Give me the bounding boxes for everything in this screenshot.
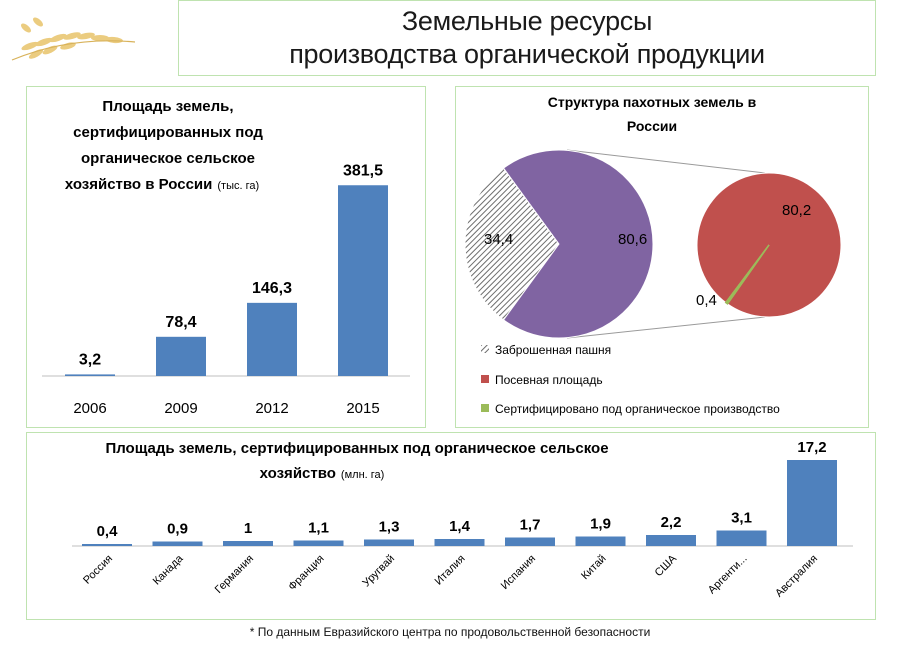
russia-area-chart-panel: Площадь земель, сертифицированных под ор…: [26, 86, 426, 428]
x-tick-label: Франция: [286, 553, 326, 593]
pie-slice-certified: [724, 244, 770, 305]
bar-Уругвай: [364, 539, 414, 546]
bar-Испания: [505, 537, 555, 546]
chart1-title-line3: органическое сельское: [81, 150, 255, 167]
bar-value-label: 2,2: [661, 514, 682, 531]
x-tick-label: 2006: [73, 400, 106, 417]
x-tick-label: 2009: [164, 400, 197, 417]
bar-Италия: [434, 539, 485, 546]
pie-connector-bottom: [566, 316, 766, 339]
pie-connector-top: [566, 149, 766, 174]
legend-item-certified: Сертифицировано под органическое произво…: [481, 402, 780, 416]
wheat-decoration-icon: [11, 17, 136, 61]
x-tick-label: Уругвай: [360, 553, 397, 590]
x-tick-label: Испания: [499, 553, 538, 592]
legend-swatch-abandoned: [481, 345, 489, 353]
bar-value-label: 1,1: [308, 520, 329, 537]
x-tick-label: Италия: [433, 553, 468, 588]
chart3-title-line1: Площадь земель, сертифицированных под ор…: [105, 440, 608, 457]
legend-label-sown: Посевная площадь: [495, 373, 603, 387]
legend-label-abandoned: Заброшенная пашня: [495, 343, 611, 357]
bar-Австралия: [787, 460, 837, 546]
pie-slice-abandoned: [464, 167, 560, 321]
legend-item-sown: Посевная площадь: [481, 373, 603, 387]
bar-Китай: [575, 536, 626, 546]
bar-value-label: 17,2: [797, 439, 826, 456]
bar-value-label: 0,4: [97, 523, 119, 540]
chart1-title-line2: сертифицированных под: [73, 124, 263, 141]
bar-2015: [338, 185, 388, 376]
slide-title: Земельные ресурсы производства органичес…: [178, 0, 876, 76]
legend-label-certified: Сертифицировано под органическое произво…: [495, 402, 780, 416]
bar-value-label: 3,1: [731, 510, 752, 527]
x-tick-label: Аргенти...: [706, 553, 750, 597]
bar-value-label: 381,5: [343, 162, 383, 179]
chart1-title-unit: (тыс. га): [217, 180, 259, 192]
bar-value-label: 146,3: [252, 280, 292, 297]
chart3-title-unit: (млн. га): [341, 469, 384, 481]
bar-value-label: 3,2: [79, 351, 101, 368]
chart1-title-line1: Площадь земель,: [102, 98, 233, 115]
bar-value-label: 1,9: [590, 516, 611, 533]
countries-area-bar-chart: Площадь земель, сертифицированных под ор…: [72, 439, 853, 600]
arable-land-pie-of-pie-chart: Структура пахотных земель в России 34,4 …: [464, 94, 842, 416]
legend-item-abandoned: Заброшенная пашня: [481, 343, 611, 357]
x-tick-label: 2012: [255, 400, 288, 417]
legend-swatch-certified: [481, 404, 489, 412]
slide-title-line2: производства органической продукции: [289, 39, 765, 69]
bar-Канада: [152, 541, 203, 546]
bar-Аргенти...: [716, 530, 767, 546]
pie-slice-main-remainder: [502, 149, 654, 339]
bar-value-label: 1,4: [449, 518, 471, 535]
pie-label-abandoned: 34,4: [484, 231, 513, 248]
bar-value-label: 1,3: [379, 519, 400, 536]
chart3-title-line2: хозяйство (млн. га): [260, 465, 385, 482]
countries-area-chart-panel: Площадь земель, сертифицированных под ор…: [26, 432, 876, 620]
chart2-title-line1: Структура пахотных земель в: [548, 94, 757, 110]
arable-land-structure-panel: Структура пахотных земель в России 34,4 …: [455, 86, 869, 428]
bar-2012: [247, 302, 297, 376]
x-tick-label: Канада: [151, 552, 186, 587]
pie-label-certified: 0,4: [696, 292, 717, 309]
pie-label-sown: 80,2: [782, 202, 811, 219]
x-tick-label: 2015: [346, 400, 379, 417]
source-footnote: * По данным Евразийского центра по продо…: [249, 625, 651, 639]
chart2-title-line2: России: [627, 118, 677, 134]
chart1-title-line4: хозяйство в России (тыс. га): [65, 176, 259, 193]
bar-Франция: [293, 540, 344, 546]
pie-label-main-remainder: 80,6: [618, 231, 647, 248]
bar-Россия: [82, 544, 132, 546]
russia-area-bar-chart: Площадь земель, сертифицированных под ор…: [42, 98, 410, 417]
bar-value-label: 1,7: [520, 517, 541, 534]
x-tick-label: США: [653, 552, 680, 579]
chart3-title-line2-main: хозяйство: [260, 465, 336, 482]
bar-value-label: 1: [244, 520, 252, 537]
slide-title-line1: Земельные ресурсы: [401, 6, 653, 36]
legend-swatch-sown: [481, 375, 489, 383]
bar-Германия: [223, 541, 273, 546]
bar-США: [646, 535, 696, 546]
x-tick-label: Австралия: [773, 553, 820, 600]
x-tick-label: Китай: [579, 553, 609, 583]
bar-2009: [156, 336, 206, 376]
bar-2006: [65, 374, 115, 376]
bar-value-label: 0,9: [167, 521, 188, 538]
bar-value-label: 78,4: [165, 314, 196, 331]
chart1-title-line4-main: хозяйство в России: [65, 176, 213, 193]
x-tick-label: Германия: [213, 553, 256, 596]
x-tick-label: Россия: [81, 553, 115, 587]
